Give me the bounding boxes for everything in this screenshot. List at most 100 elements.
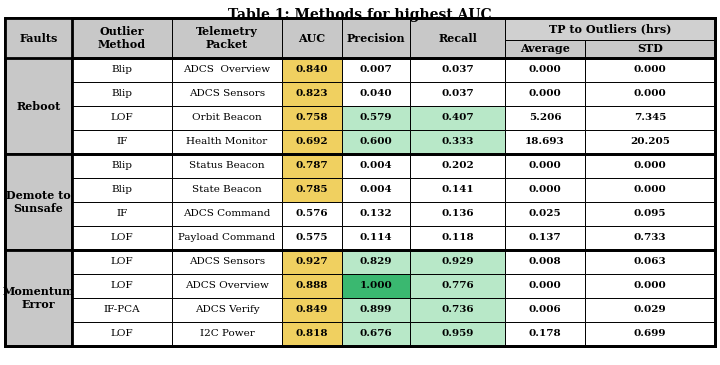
Bar xyxy=(505,82,585,106)
Bar xyxy=(342,58,410,82)
Bar xyxy=(282,298,342,322)
Bar xyxy=(282,178,342,202)
Text: 0.676: 0.676 xyxy=(359,330,392,338)
Bar xyxy=(172,178,282,202)
Bar xyxy=(72,106,172,130)
Text: ADCS Sensors: ADCS Sensors xyxy=(189,257,265,266)
Bar xyxy=(585,40,715,58)
Bar xyxy=(342,178,410,202)
Text: Health Monitor: Health Monitor xyxy=(186,138,268,146)
Bar xyxy=(282,130,342,154)
Bar xyxy=(5,18,715,346)
Text: STD: STD xyxy=(637,43,663,54)
Bar xyxy=(505,226,585,250)
Text: 0.600: 0.600 xyxy=(359,138,392,146)
Bar xyxy=(72,154,172,178)
Text: LOF: LOF xyxy=(111,257,133,266)
Text: Telemetry
Packet: Telemetry Packet xyxy=(196,26,258,50)
Bar xyxy=(585,202,715,226)
Bar xyxy=(282,322,342,346)
Text: ADCS Command: ADCS Command xyxy=(184,210,271,219)
Text: Blip: Blip xyxy=(112,65,132,74)
Text: 0.000: 0.000 xyxy=(528,89,562,99)
Text: 0.575: 0.575 xyxy=(296,234,328,242)
Bar xyxy=(282,250,342,274)
Text: 0.959: 0.959 xyxy=(441,330,474,338)
Text: ADCS Sensors: ADCS Sensors xyxy=(189,89,265,99)
Bar xyxy=(172,298,282,322)
Text: 20.205: 20.205 xyxy=(630,138,670,146)
Text: 0.178: 0.178 xyxy=(528,330,562,338)
Bar xyxy=(410,18,505,58)
Text: IF-PCA: IF-PCA xyxy=(104,306,140,315)
Text: Payload Command: Payload Command xyxy=(179,234,276,242)
Text: 0.004: 0.004 xyxy=(360,161,392,170)
Bar xyxy=(5,250,72,346)
Text: AUC: AUC xyxy=(298,32,325,43)
Text: 0.333: 0.333 xyxy=(441,138,474,146)
Bar xyxy=(72,58,715,154)
Bar xyxy=(342,298,410,322)
Text: Momentum
Error: Momentum Error xyxy=(3,286,74,310)
Bar xyxy=(5,58,72,154)
Text: Precision: Precision xyxy=(347,32,405,43)
Bar xyxy=(282,226,342,250)
Text: 0.849: 0.849 xyxy=(296,306,328,315)
Bar xyxy=(505,274,585,298)
Bar xyxy=(5,18,72,58)
Bar xyxy=(585,226,715,250)
Bar xyxy=(585,106,715,130)
Text: 0.736: 0.736 xyxy=(441,306,474,315)
Bar xyxy=(585,154,715,178)
Text: 0.000: 0.000 xyxy=(634,65,667,74)
Text: Blip: Blip xyxy=(112,185,132,195)
Text: Average: Average xyxy=(520,43,570,54)
Text: Orbit Beacon: Orbit Beacon xyxy=(192,114,262,123)
Bar xyxy=(410,106,505,130)
Text: 0.000: 0.000 xyxy=(528,65,562,74)
Bar xyxy=(505,322,585,346)
Bar xyxy=(505,58,585,82)
Bar xyxy=(342,202,410,226)
Text: 0.818: 0.818 xyxy=(296,330,328,338)
Bar xyxy=(172,18,282,58)
Bar xyxy=(410,58,505,82)
Text: LOF: LOF xyxy=(111,114,133,123)
Text: 0.000: 0.000 xyxy=(634,281,667,291)
Text: 0.927: 0.927 xyxy=(296,257,328,266)
Bar xyxy=(72,178,172,202)
Text: 0.758: 0.758 xyxy=(296,114,328,123)
Bar xyxy=(342,82,410,106)
Text: 0.000: 0.000 xyxy=(528,185,562,195)
Bar xyxy=(342,106,410,130)
Bar xyxy=(282,58,342,82)
Bar xyxy=(505,178,585,202)
Bar xyxy=(505,106,585,130)
Text: 0.888: 0.888 xyxy=(296,281,328,291)
Bar xyxy=(282,202,342,226)
Text: 0.202: 0.202 xyxy=(441,161,474,170)
Text: 0.929: 0.929 xyxy=(441,257,474,266)
Bar xyxy=(342,226,410,250)
Text: 0.063: 0.063 xyxy=(634,257,666,266)
Bar xyxy=(410,298,505,322)
Text: 0.787: 0.787 xyxy=(296,161,328,170)
Text: IF: IF xyxy=(117,210,127,219)
Bar xyxy=(172,82,282,106)
Bar xyxy=(410,82,505,106)
Bar xyxy=(410,154,505,178)
Text: State Beacon: State Beacon xyxy=(192,185,262,195)
Bar xyxy=(282,154,342,178)
Text: 5.206: 5.206 xyxy=(528,114,562,123)
Bar xyxy=(505,154,585,178)
Bar xyxy=(342,130,410,154)
Bar xyxy=(72,202,172,226)
Bar xyxy=(585,130,715,154)
Text: 0.840: 0.840 xyxy=(296,65,328,74)
Text: Table 1: Methods for highest AUC: Table 1: Methods for highest AUC xyxy=(228,8,492,22)
Bar xyxy=(72,18,172,58)
Text: 0.407: 0.407 xyxy=(441,114,474,123)
Bar xyxy=(342,154,410,178)
Text: 0.000: 0.000 xyxy=(634,185,667,195)
Bar xyxy=(410,250,505,274)
